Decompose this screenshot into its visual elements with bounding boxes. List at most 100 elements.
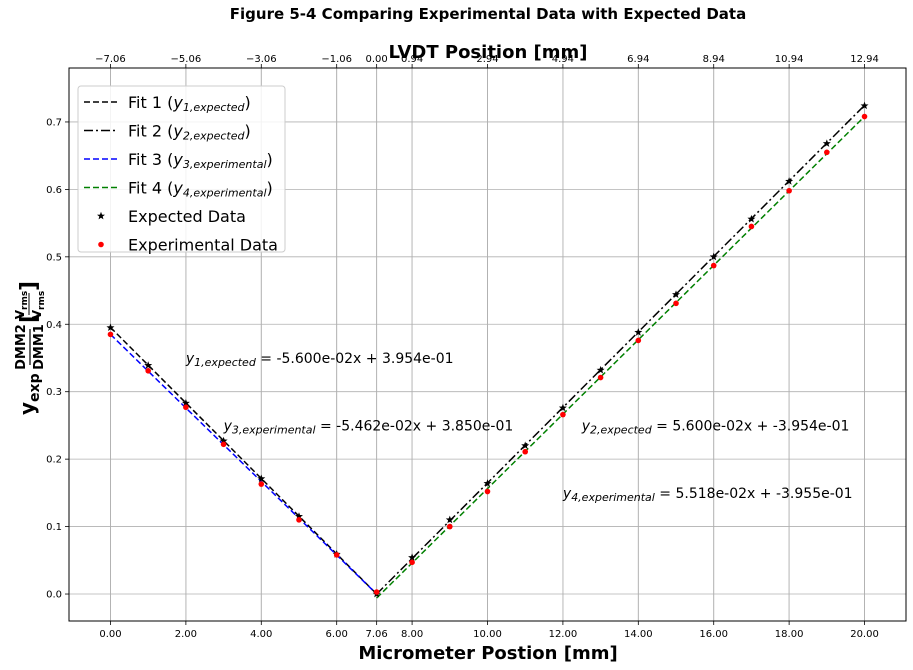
series-line-3 <box>109 333 378 595</box>
series-lines <box>109 104 866 599</box>
x-tick-label: 16.00 <box>699 629 728 640</box>
x-tick-label: 7.06 <box>366 629 388 640</box>
fit-equation-label: y3,experimental = -5.462e-02x + 3.850e-0… <box>223 418 514 436</box>
expected-data-point <box>257 474 266 483</box>
experimental-data-point <box>710 262 717 269</box>
fit-equation-label: y2,expected = 5.600e-02x + -3.954e-01 <box>581 418 850 436</box>
expected-data-point <box>106 323 115 332</box>
y-tick-label: 0.0 <box>46 590 62 601</box>
series-markers <box>106 101 869 598</box>
x-tick-label: 20.00 <box>850 629 879 640</box>
experimental-data-point <box>484 488 491 495</box>
top-tick-label: 0.00 <box>366 54 388 65</box>
top-tick-label: 10.94 <box>775 54 804 65</box>
expected-data-point <box>408 553 417 562</box>
x-axis-title: Micrometer Postion [mm] <box>358 643 617 664</box>
top-axis-title: LVDT Position [mm] <box>388 42 587 63</box>
x-tick-label: 0.00 <box>99 629 121 640</box>
legend-circle-marker <box>98 241 104 248</box>
legend-star-marker <box>97 211 105 220</box>
fit-equation-label: y4,experimental = 5.518e-02x + -3.955e-0… <box>562 486 853 504</box>
expected-data-point <box>144 361 153 369</box>
legend-label: Experimental Data <box>128 236 278 255</box>
series-line-2 <box>376 104 866 595</box>
legend: Fit 1 (y1,expected) Fit 2 (y2,expected) Fi… <box>77 85 286 255</box>
experimental-data-point <box>748 223 755 230</box>
expected-data-point <box>822 139 831 147</box>
chart-title: Figure 5-4 Comparing Experimental Data w… <box>230 5 746 23</box>
top-tick-label: 2.94 <box>476 54 498 65</box>
y-tick-label: 0.1 <box>46 522 62 533</box>
x-tick-label: 10.00 <box>473 629 502 640</box>
expected-data-point <box>747 214 756 223</box>
y-tick-label: 0.4 <box>46 320 62 331</box>
experimental-data-point <box>373 589 380 595</box>
legend-box <box>77 85 286 253</box>
x-tick-label: 8.00 <box>401 629 423 640</box>
y-axis-title-bracket-open: [ <box>17 313 42 323</box>
expected-data-point <box>785 177 794 185</box>
top-tick-label: −1.06 <box>321 54 352 65</box>
y-axis-title-denominator: DMM1 <box>32 324 47 370</box>
fit-equation-label: y1,expected = -5.600e-02x + 3.954e-01 <box>185 351 454 369</box>
ticks: 0.00 2.00 4.00 6.00 7.06 8.00 10.00 12.00 14.00 1… <box>46 54 879 640</box>
y-axis-title-bracket-close: ] <box>17 281 42 291</box>
x-tick-label: 2.00 <box>175 629 197 640</box>
experimental-data-point <box>635 337 642 344</box>
y-axis-title-main: yexp <box>15 373 43 415</box>
y-tick-label: 0.6 <box>46 185 62 196</box>
expected-data-point <box>709 252 718 261</box>
legend-label: Fit 4 (y4,experimental) <box>128 179 273 200</box>
expected-data-point <box>596 365 605 374</box>
y-tick-label: 0.7 <box>46 117 62 128</box>
top-tick-label: 8.94 <box>703 54 725 65</box>
expected-data-point <box>860 101 869 110</box>
y-axis-title-unit-numerator: Vrms <box>13 291 30 319</box>
expected-data-point <box>558 403 567 412</box>
top-tick-label: 6.94 <box>627 54 649 65</box>
expected-data-point <box>219 436 228 445</box>
top-tick-label: 12.94 <box>850 54 879 65</box>
x-tick-label: 4.00 <box>250 629 272 640</box>
x-tick-label: 14.00 <box>624 629 653 640</box>
legend-label: Expected Data <box>128 207 246 226</box>
annotations: y1,expected = -5.600e-02x + 3.954e-01 y3,… <box>185 351 853 504</box>
top-tick-label: −3.06 <box>246 54 277 65</box>
experimental-data-point <box>296 517 302 523</box>
legend-label: Fit 2 (y2,expected) <box>128 122 251 143</box>
top-tick-label: −7.06 <box>95 54 126 65</box>
experimental-data-point <box>258 481 265 487</box>
expected-data-point <box>521 441 530 450</box>
expected-data-point <box>672 290 681 298</box>
expected-data-point <box>294 512 303 520</box>
experimental-data-point <box>560 411 566 418</box>
experimental-data-point <box>446 523 453 530</box>
top-tick-label: −5.06 <box>171 54 202 65</box>
experimental-data-point <box>861 113 868 120</box>
experimental-data-point <box>673 300 679 307</box>
y-axis-title-unit-denominator: Vrms <box>30 291 47 319</box>
expected-data-point <box>483 479 492 487</box>
x-tick-label: 6.00 <box>326 629 348 640</box>
y-tick-label: 0.5 <box>46 252 62 263</box>
experimental-data-point <box>220 441 227 448</box>
legend-label: Fit 3 (y3,experimental) <box>128 150 273 171</box>
experimental-data-point <box>786 187 792 194</box>
x-tick-label: 18.00 <box>775 629 804 640</box>
y-tick-label: 0.2 <box>46 455 62 466</box>
series-line-4 <box>376 115 866 599</box>
top-tick-label: 0.94 <box>401 54 423 65</box>
experimental-data-point <box>409 559 415 566</box>
experimental-data-point <box>333 552 340 558</box>
experimental-data-point <box>183 404 189 411</box>
experimental-data-point <box>824 149 830 156</box>
experimental-data-point <box>597 374 604 381</box>
x-tick-label: 12.00 <box>549 629 578 640</box>
experimental-data-point <box>107 331 114 338</box>
top-tick-label: 4.94 <box>552 54 574 65</box>
expected-data-point <box>634 328 643 336</box>
y-tick-label: 0.3 <box>46 387 62 398</box>
